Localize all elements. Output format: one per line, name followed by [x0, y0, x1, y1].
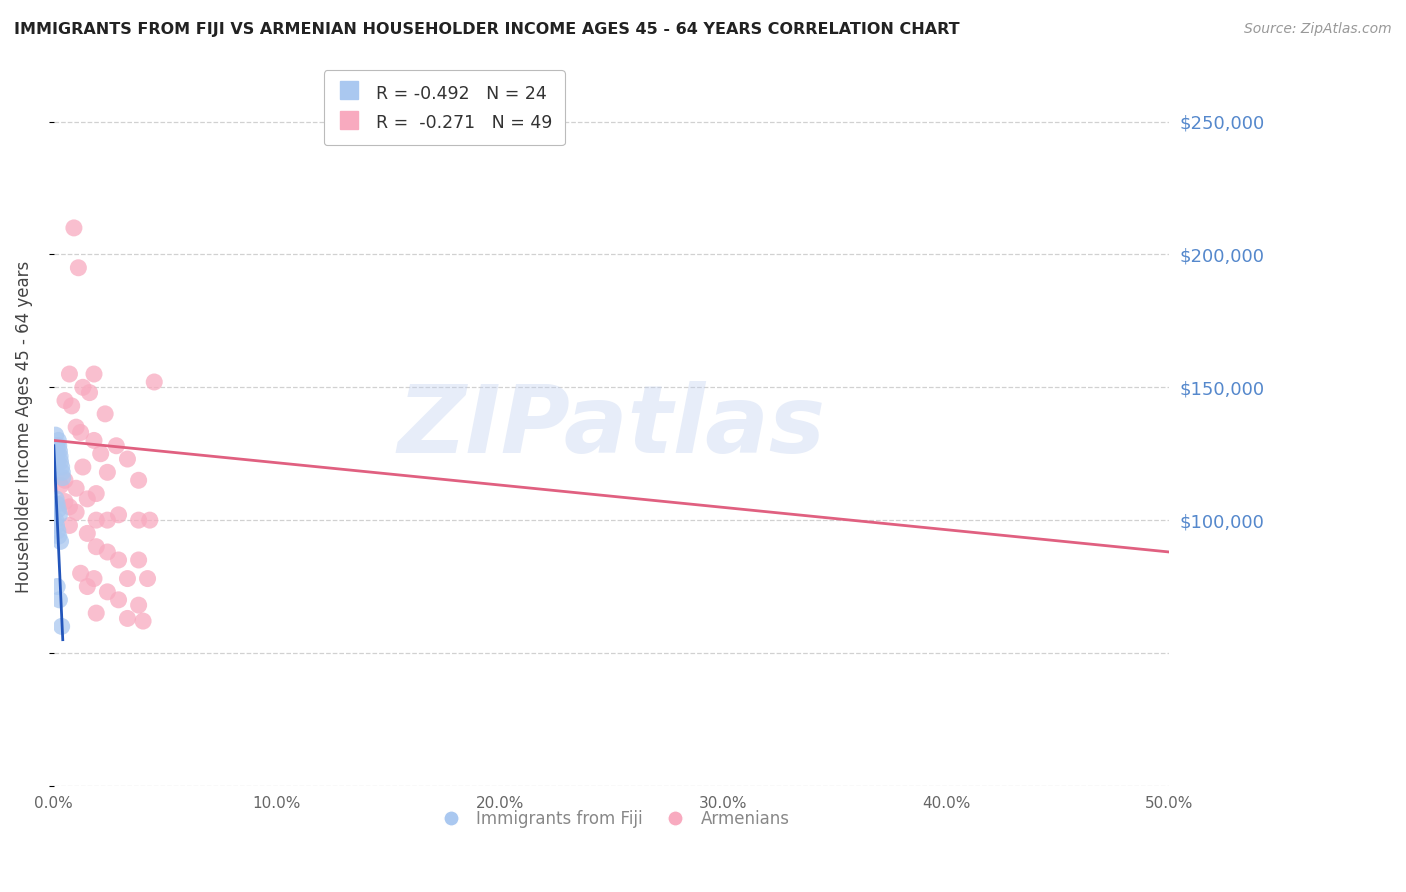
Point	[49, 450, 72, 464]
Point	[72, 460, 94, 475]
Point	[52, 470, 75, 484]
Point	[45, 518, 67, 533]
Text: ZIPatlas: ZIPatlas	[398, 381, 825, 473]
Point	[107, 508, 129, 522]
Point	[46, 455, 69, 469]
Point	[90, 447, 112, 461]
Point	[83, 367, 105, 381]
Point	[48, 444, 70, 458]
Point	[45, 491, 67, 506]
Point	[48, 592, 70, 607]
Point	[58, 518, 80, 533]
Point	[83, 572, 105, 586]
Point	[48, 439, 70, 453]
Point	[128, 598, 150, 612]
Point	[65, 505, 87, 519]
Point	[128, 553, 150, 567]
Point	[46, 524, 69, 538]
Point	[117, 611, 139, 625]
Point	[84, 513, 107, 527]
Point	[58, 500, 80, 514]
Point	[51, 460, 73, 475]
Point	[79, 385, 101, 400]
Point	[128, 513, 150, 527]
Point	[128, 473, 150, 487]
Point	[107, 592, 129, 607]
Point	[67, 260, 90, 275]
Point	[53, 393, 76, 408]
Point	[136, 572, 159, 586]
Point	[132, 614, 155, 628]
Legend: Immigrants from Fiji, Armenians: Immigrants from Fiji, Armenians	[427, 804, 796, 835]
Point	[84, 606, 107, 620]
Point	[84, 486, 107, 500]
Point	[46, 447, 69, 461]
Point	[46, 502, 69, 516]
Point	[53, 473, 76, 487]
Point	[48, 529, 70, 543]
Text: IMMIGRANTS FROM FIJI VS ARMENIAN HOUSEHOLDER INCOME AGES 45 - 64 YEARS CORRELATI: IMMIGRANTS FROM FIJI VS ARMENIAN HOUSEHO…	[14, 22, 960, 37]
Point	[51, 466, 73, 480]
Point	[105, 439, 128, 453]
Point	[46, 497, 69, 511]
Point	[58, 367, 80, 381]
Point	[96, 585, 118, 599]
Point	[49, 534, 72, 549]
Point	[76, 526, 98, 541]
Point	[65, 420, 87, 434]
Point	[51, 619, 73, 633]
Point	[69, 425, 91, 440]
Point	[63, 221, 86, 235]
Point	[45, 439, 67, 453]
Point	[45, 513, 67, 527]
Point	[96, 545, 118, 559]
Point	[96, 466, 118, 480]
Point	[65, 481, 87, 495]
Point	[49, 455, 72, 469]
Point	[72, 380, 94, 394]
Point	[53, 494, 76, 508]
Y-axis label: Householder Income Ages 45 - 64 years: Householder Income Ages 45 - 64 years	[15, 261, 32, 593]
Point	[96, 513, 118, 527]
Point	[76, 491, 98, 506]
Point	[45, 428, 67, 442]
Point	[139, 513, 162, 527]
Point	[49, 478, 72, 492]
Point	[107, 553, 129, 567]
Point	[84, 540, 107, 554]
Point	[60, 399, 83, 413]
Point	[83, 434, 105, 448]
Point	[117, 452, 139, 467]
Point	[76, 580, 98, 594]
Point	[48, 508, 70, 522]
Text: Source: ZipAtlas.com: Source: ZipAtlas.com	[1244, 22, 1392, 37]
Point	[46, 580, 69, 594]
Point	[69, 566, 91, 581]
Point	[94, 407, 117, 421]
Point	[143, 375, 166, 389]
Point	[117, 572, 139, 586]
Point	[46, 434, 69, 448]
